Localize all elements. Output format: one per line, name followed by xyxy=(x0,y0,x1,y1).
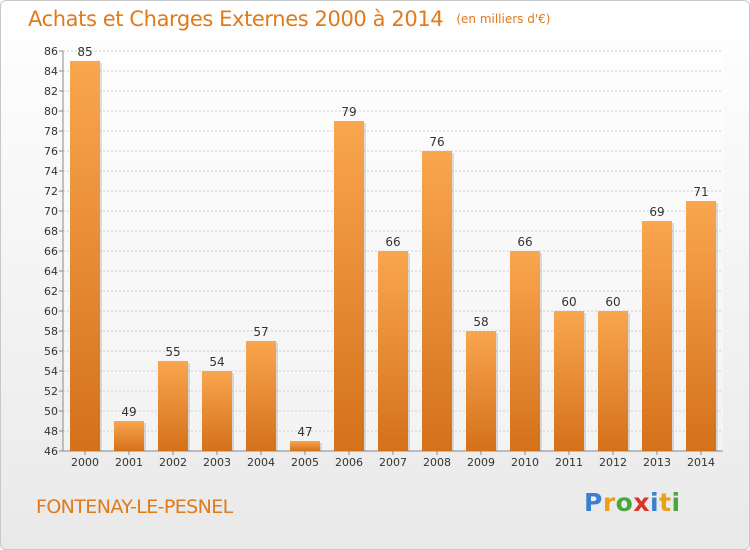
bar xyxy=(246,341,276,451)
y-tick-label: 46 xyxy=(44,445,58,458)
x-tick-label: 2010 xyxy=(511,456,539,469)
x-tick-label: 2004 xyxy=(247,456,275,469)
y-tick-label: 54 xyxy=(44,365,58,378)
y-tick-label: 72 xyxy=(44,185,58,198)
logo-letter: x xyxy=(633,488,650,517)
title-row: Achats et Charges Externes 2000 à 2014 (… xyxy=(28,7,550,31)
x-tick-label: 2005 xyxy=(291,456,319,469)
data-label: 49 xyxy=(121,405,136,419)
logo-letter: i xyxy=(650,488,660,517)
x-tick-label: 2013 xyxy=(643,456,671,469)
bar xyxy=(378,251,408,451)
logo-letter: o xyxy=(615,488,634,517)
y-tick-label: 56 xyxy=(44,345,58,358)
y-tick-label: 66 xyxy=(44,245,58,258)
y-tick-label: 52 xyxy=(44,385,58,398)
y-tick-label: 58 xyxy=(44,325,58,338)
bar xyxy=(334,121,364,451)
bar xyxy=(422,151,452,451)
x-tick-label: 2003 xyxy=(203,456,231,469)
y-tick-label: 82 xyxy=(44,85,58,98)
proxiti-logo: Proxiti xyxy=(584,488,681,517)
bar xyxy=(598,311,628,451)
data-label: 47 xyxy=(297,425,312,439)
bar xyxy=(290,441,320,451)
commune-name: FONTENAY-LE-PESNEL xyxy=(36,496,233,518)
bar xyxy=(466,331,496,451)
data-label: 60 xyxy=(561,295,576,309)
data-label: 60 xyxy=(605,295,620,309)
y-tick-label: 74 xyxy=(44,165,58,178)
data-label: 66 xyxy=(385,235,400,249)
chart-title: Achats et Charges Externes 2000 à 2014 xyxy=(28,7,444,31)
y-tick-label: 60 xyxy=(44,305,58,318)
y-tick-label: 50 xyxy=(44,405,58,418)
bar xyxy=(642,221,672,451)
y-tick-label: 62 xyxy=(44,285,58,298)
bar xyxy=(202,371,232,451)
data-label: 55 xyxy=(165,345,180,359)
x-tick-label: 2012 xyxy=(599,456,627,469)
y-tick-label: 64 xyxy=(44,265,58,278)
y-tick-label: 70 xyxy=(44,205,58,218)
logo-letter: i xyxy=(671,488,681,517)
data-label: 71 xyxy=(693,185,708,199)
x-tick-label: 2009 xyxy=(467,456,495,469)
y-tick-label: 80 xyxy=(44,105,58,118)
x-tick-label: 2002 xyxy=(159,456,187,469)
data-label: 69 xyxy=(649,205,664,219)
bar xyxy=(70,61,100,451)
x-tick-label: 2007 xyxy=(379,456,407,469)
x-tick-label: 2008 xyxy=(423,456,451,469)
logo-letter: P xyxy=(584,488,603,517)
bar xyxy=(554,311,584,451)
logo-letter: r xyxy=(602,488,616,517)
chart-subtitle: (en milliers d'€) xyxy=(456,12,551,26)
logo-letter: t xyxy=(659,488,672,517)
y-tick-label: 86 xyxy=(44,45,58,58)
y-tick-label: 76 xyxy=(44,145,58,158)
y-tick-label: 48 xyxy=(44,425,58,438)
bar xyxy=(510,251,540,451)
bar xyxy=(114,421,144,451)
x-tick-label: 2014 xyxy=(687,456,715,469)
x-tick-label: 2011 xyxy=(555,456,583,469)
data-label: 76 xyxy=(429,135,444,149)
bar xyxy=(686,201,716,451)
data-label: 54 xyxy=(209,355,224,369)
x-tick-label: 2006 xyxy=(335,456,363,469)
y-tick-label: 78 xyxy=(44,125,58,138)
y-tick-label: 68 xyxy=(44,225,58,238)
data-label: 57 xyxy=(253,325,268,339)
data-label: 79 xyxy=(341,105,356,119)
data-label: 66 xyxy=(517,235,532,249)
y-tick-label: 84 xyxy=(44,65,58,78)
x-tick-label: 2000 xyxy=(71,456,99,469)
bar xyxy=(158,361,188,451)
data-label: 58 xyxy=(473,315,488,329)
x-tick-label: 2001 xyxy=(115,456,143,469)
data-label: 85 xyxy=(77,45,92,59)
